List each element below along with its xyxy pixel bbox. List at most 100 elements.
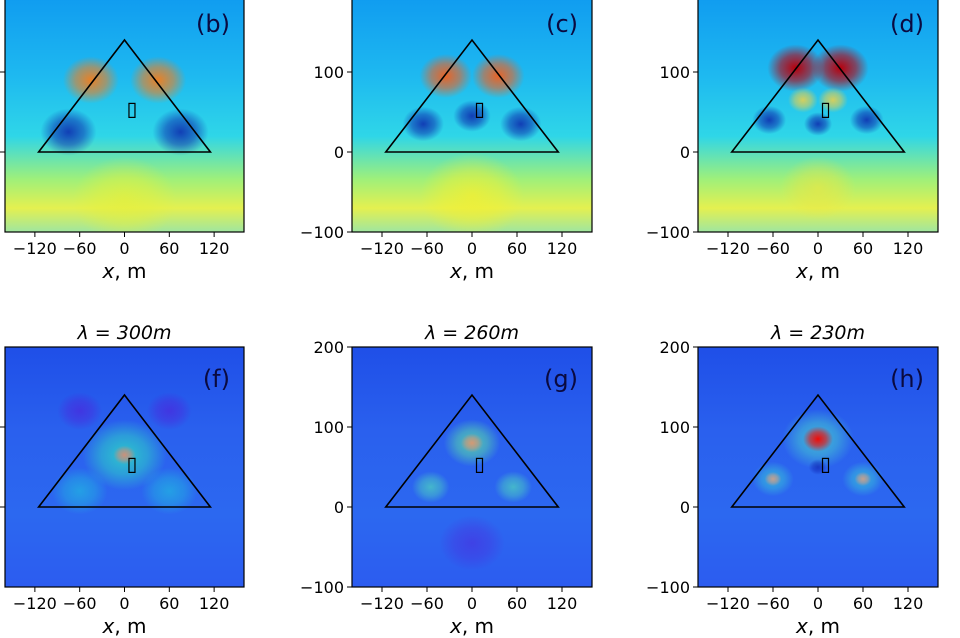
- x-tick-label: 60: [507, 239, 527, 258]
- y-tick-label: 0: [680, 498, 690, 517]
- x-tick-label: −60: [756, 239, 790, 258]
- triangle-outline: [730, 38, 906, 153]
- y-tick-label: 0: [334, 143, 344, 162]
- x-tick-label: −60: [756, 594, 790, 613]
- hotspot: [500, 106, 542, 142]
- hotspot: [51, 467, 108, 515]
- x-axis-label: x, m: [101, 259, 146, 283]
- x-tick-label: −120: [706, 239, 750, 258]
- y-tick-label: 0: [334, 498, 344, 517]
- heatmap-panel-4: −120−600601200100x, m(f)λ = 300m: [0, 322, 245, 638]
- panel-label: (f): [203, 365, 230, 393]
- field-hotspots: [51, 392, 198, 515]
- x-tick-label: −60: [410, 594, 444, 613]
- heatmap-panel-2: −120 −60 0 60 120 −100 0 100 x, m (c): [300, 0, 593, 283]
- hotspot: [439, 515, 505, 571]
- x-tick-label: 0: [813, 594, 823, 613]
- hotspot: [73, 156, 176, 232]
- x-tick-label: 120: [547, 239, 578, 258]
- hotspot: [412, 471, 450, 503]
- x-tick-label: 60: [507, 594, 527, 613]
- hotspot: [854, 471, 872, 487]
- hotspot: [141, 467, 198, 515]
- y-tick-label: 100: [313, 63, 344, 82]
- panel-label: (b): [196, 10, 230, 38]
- triangle-outline: [36, 393, 213, 508]
- field-hotspots: [402, 53, 542, 232]
- hotspot: [780, 156, 856, 220]
- y-tick-label: −100: [646, 223, 690, 242]
- y-tick-label: −100: [300, 578, 344, 597]
- panel-title: λ = 300m: [76, 322, 171, 344]
- x-tick-label: 120: [199, 239, 230, 258]
- x-tick-label: −60: [63, 594, 97, 613]
- x-tick-label: 60: [159, 594, 179, 613]
- x-tick-label: 0: [813, 239, 823, 258]
- y-tick-label: 100: [659, 63, 690, 82]
- hotspot: [494, 471, 532, 503]
- y-tick-label: 100: [659, 418, 690, 437]
- x-tick-label: −120: [13, 594, 57, 613]
- x-axis-label: x, m: [795, 614, 840, 638]
- triangle-outline: [730, 393, 906, 508]
- x-tick-label: −120: [360, 239, 404, 258]
- hotspot: [62, 56, 119, 104]
- hotspot: [130, 56, 187, 104]
- y-tick-label: 200: [313, 338, 344, 357]
- x-axis-label: x, m: [449, 259, 494, 283]
- hotspot: [818, 87, 848, 113]
- y-tick-label: −100: [646, 578, 690, 597]
- receiver-marker: [821, 457, 830, 473]
- x-tick-label: −60: [410, 239, 444, 258]
- hotspot: [146, 392, 192, 430]
- triangle-outline: [36, 38, 213, 153]
- x-tick-label: 60: [853, 594, 873, 613]
- hotspot: [752, 105, 787, 135]
- y-tick-label: 200: [659, 338, 690, 357]
- field-hotspots: [40, 56, 209, 232]
- hotspot: [420, 152, 524, 232]
- hotspot: [788, 87, 818, 113]
- hotspot: [40, 108, 97, 156]
- receiver-marker: [128, 102, 136, 119]
- hotspot: [152, 108, 209, 156]
- panel-title: λ = 230m: [770, 322, 865, 344]
- x-tick-label: 120: [547, 594, 578, 613]
- hotspot: [402, 106, 444, 142]
- x-tick-label: 0: [467, 239, 477, 258]
- panel-label: (c): [546, 10, 578, 38]
- x-tick-label: −60: [63, 239, 97, 258]
- panel-label: (g): [544, 365, 578, 393]
- panel-label: (h): [890, 365, 924, 393]
- hotspot: [764, 471, 782, 487]
- x-tick-label: 120: [199, 594, 230, 613]
- x-tick-label: 120: [893, 594, 924, 613]
- receiver-marker: [475, 102, 484, 119]
- hotspot: [57, 392, 103, 430]
- hotspot: [419, 53, 472, 99]
- receiver-marker: [475, 457, 484, 473]
- y-tick-label: −100: [300, 223, 344, 242]
- hotspot: [113, 445, 136, 465]
- receiver-marker: [128, 457, 136, 473]
- hotspot: [849, 105, 884, 135]
- x-tick-label: 60: [159, 239, 179, 258]
- x-tick-label: 0: [119, 594, 129, 613]
- receiver-marker: [821, 102, 830, 119]
- hotspot: [453, 100, 491, 132]
- triangle-outline: [384, 393, 560, 508]
- x-axis-label: x, m: [795, 259, 840, 283]
- x-tick-label: 120: [893, 239, 924, 258]
- y-tick-label: 100: [313, 418, 344, 437]
- heatmap-panel-6: −120 −60 0 60 120 −100 0 100 200 x, m (h) λ = 230m: [646, 322, 939, 638]
- x-tick-label: −120: [360, 594, 404, 613]
- hotspot: [803, 112, 833, 136]
- hotspot: [803, 426, 833, 452]
- x-tick-label: 0: [119, 239, 129, 258]
- panel-label: (d): [890, 10, 924, 38]
- heatmap-panel-5: −120 −60 0 60 120 −100 0 100 200 x, m (g) λ = 260m: [300, 322, 593, 638]
- triangle-outline: [384, 38, 560, 153]
- hotspot: [472, 53, 525, 99]
- heatmap-panel-1: −120−600601200100x, m(b): [0, 0, 245, 283]
